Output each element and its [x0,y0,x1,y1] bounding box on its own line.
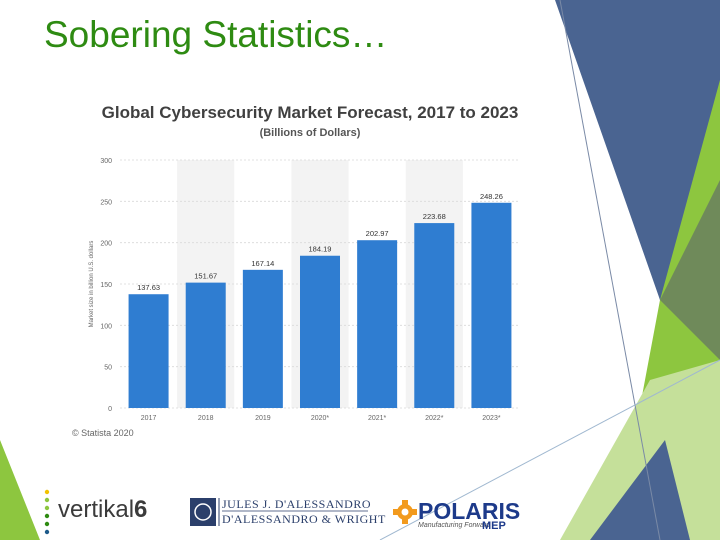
y-tick-label: 300 [100,158,112,165]
slide-title: Sobering Statistics… [44,14,388,55]
x-tick-label: 2022* [425,415,444,422]
polaris-logo: POLARIS [418,498,521,524]
dalessandro-logo-line2: D'ALESSANDRO & WRIGHT [222,512,386,526]
decor-line-2 [379,359,720,540]
y-tick-label: 100 [100,323,112,330]
x-tick-label: 2017 [141,415,157,422]
vertikal-dots-icon [44,489,50,535]
chart-subtitle: (Billions of Dollars) [259,127,361,139]
polaris-gear-icon [393,500,417,524]
x-tick-label: 2021* [368,415,387,422]
bar-value-label: 248.26 [480,192,503,201]
y-tick-label: 250 [100,199,112,206]
y-tick-label: 50 [104,365,112,372]
y-axis-label: Market size in billion U.S. dollars [89,241,95,328]
bar-value-label: 223.68 [423,212,446,221]
bar [128,294,169,408]
x-tick-label: 2020* [311,415,330,422]
chart-title: Global Cybersecurity Market Forecast, 20… [101,103,519,122]
bar-value-label: 202.97 [366,229,389,238]
x-tick-label: 2018 [198,415,214,422]
decor-blue-lower-shape [590,440,690,540]
bar-value-label: 137.63 [137,283,160,292]
bar [185,282,226,408]
vertikal-logo-text: vertikal [58,496,135,523]
decor-left-green-triangle [0,440,40,540]
bar-value-label: 184.19 [309,245,332,254]
bar [357,240,398,408]
y-tick-label: 200 [100,241,112,248]
bar-value-label: 151.67 [194,272,217,281]
polaris-logo-tagline: Manufacturing Forward [418,522,490,529]
x-tick-label: 2019 [255,415,271,422]
bar [471,202,512,408]
y-tick-label: 150 [100,282,112,289]
x-tick-label: 2023* [482,415,501,422]
vertikal-logo-number: 6 [134,496,148,523]
bar [242,269,283,408]
decor-blue-shape [555,0,720,300]
decor-olive-shape [660,180,720,360]
dalessandro-emblem-icon [190,498,368,526]
vertikal-logo: vertikal6 [58,496,147,524]
polaris-logo-mep: MEP [482,520,506,532]
source-label: © Statista 2020 [72,428,134,438]
decor-line [559,0,661,540]
bar [300,255,340,408]
bar-value-label: 167.14 [251,259,274,268]
y-tick-label: 0 [108,406,112,413]
dalessandro-logo-line1: JULES J. D'ALESSANDRO [222,497,372,511]
bar [414,223,455,408]
decor-light-green-shape [560,360,720,540]
